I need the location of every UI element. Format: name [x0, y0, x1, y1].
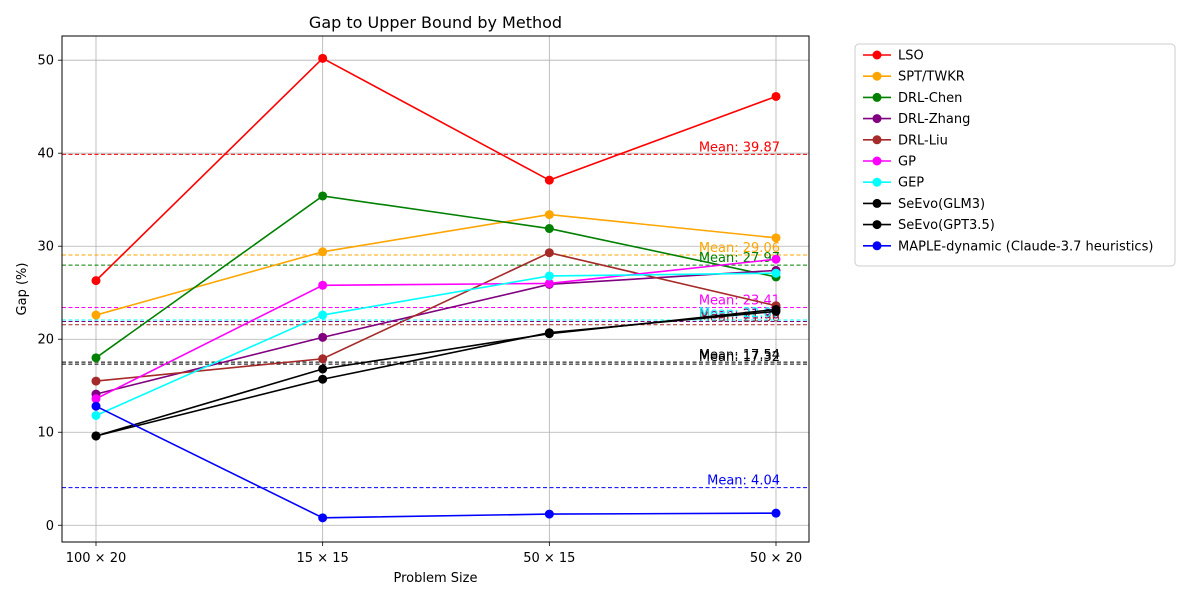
mean-label: Mean: 27.97 — [699, 251, 780, 266]
legend-label: DRL-Zhang — [898, 112, 970, 127]
data-point — [771, 233, 781, 243]
x-tick-label: 50 × 15 — [523, 551, 575, 566]
legend-swatch-marker — [872, 198, 882, 208]
data-point — [318, 513, 328, 523]
plot-frame — [61, 35, 810, 543]
legend-box — [854, 43, 1176, 267]
x-tick-label: 50 × 20 — [750, 551, 802, 566]
legend-label: SeEvo(GLM3) — [898, 197, 985, 212]
legend-swatch-marker — [872, 220, 882, 230]
mean-label: Mean: 23.41 — [699, 294, 780, 309]
y-tick-label: 10 — [37, 426, 54, 441]
data-point — [318, 191, 328, 201]
mean-label: Mean: 17.32 — [699, 350, 780, 365]
data-point — [544, 328, 554, 338]
grid — [62, 36, 809, 542]
data-point — [771, 268, 781, 278]
legend-swatch-marker — [872, 135, 882, 145]
series-line — [95, 195, 777, 359]
y-tick-label: 40 — [37, 147, 54, 162]
series-line — [95, 272, 777, 417]
legend-swatch-marker — [872, 156, 882, 166]
data-point — [318, 364, 328, 374]
series-line — [95, 258, 777, 400]
data-point — [544, 271, 554, 281]
legend-swatch-marker — [872, 50, 882, 60]
legend-label: GEP — [898, 176, 924, 191]
series-lines — [91, 53, 781, 523]
x-tick-label: 15 × 15 — [297, 551, 349, 566]
data-point — [318, 332, 328, 342]
series-line — [95, 308, 777, 437]
series-line — [95, 57, 777, 282]
data-point — [91, 353, 101, 363]
data-point — [91, 376, 101, 386]
data-point — [771, 508, 781, 518]
series-line — [95, 310, 777, 437]
data-point — [544, 509, 554, 519]
data-point — [544, 224, 554, 234]
series-line — [95, 269, 777, 395]
data-point — [771, 306, 781, 316]
data-point — [91, 401, 101, 411]
legend-label: DRL-Chen — [898, 91, 962, 106]
legend-label: MAPLE-dynamic (Claude-3.7 heuristics) — [898, 239, 1153, 254]
x-axis-label: Problem Size — [394, 571, 478, 586]
axes: 100 × 20 15 × 15 50 × 15 50 × 20 0 10 20 30 40 50 — [37, 54, 802, 566]
data-point — [318, 310, 328, 320]
legend-swatch-marker — [872, 177, 882, 187]
chart-title: Gap to Upper Bound by Method — [309, 13, 562, 32]
legend-label: GP — [898, 155, 916, 170]
data-point — [318, 374, 328, 384]
data-point — [318, 280, 328, 290]
y-tick-label: 0 — [46, 519, 54, 534]
y-tick-label: 20 — [37, 333, 54, 348]
legend: LSO SPT/TWKR DRL-Chen DRL-Zhang DRL-Liu GP GEP… — [854, 43, 1176, 267]
y-tick-label: 50 — [37, 54, 54, 69]
legend-label: DRL-Liu — [898, 133, 948, 148]
data-point — [771, 91, 781, 101]
data-point — [91, 276, 101, 286]
legend-label: SeEvo(GPT3.5) — [898, 218, 995, 233]
mean-label: Mean: 4.04 — [707, 474, 780, 489]
series-line — [95, 251, 777, 382]
data-point — [91, 411, 101, 420]
legend-swatch-marker — [872, 241, 882, 251]
legend-label: LSO — [898, 49, 924, 64]
legend-swatch-marker — [872, 92, 882, 102]
series-line — [95, 405, 777, 519]
legend-label: SPT/TWKR — [898, 70, 965, 85]
mean-label: Mean: 17.54 — [699, 348, 780, 363]
data-point — [91, 310, 101, 320]
mean-label: Mean: 39.87 — [699, 140, 780, 155]
data-point — [318, 53, 328, 63]
y-tick-label: 30 — [37, 240, 54, 255]
x-tick-label: 100 × 20 — [66, 551, 127, 566]
mean-label: Mean: 21.56 — [699, 311, 780, 326]
data-point — [91, 431, 101, 441]
y-axis-label: Gap (%) — [15, 263, 30, 316]
legend-swatch-marker — [872, 114, 882, 124]
legend-swatch-marker — [872, 71, 882, 81]
mean-label: Mean: 29.06 — [699, 241, 780, 256]
series-line — [95, 213, 777, 316]
data-point — [544, 278, 554, 288]
data-point — [318, 247, 328, 257]
data-point — [544, 175, 554, 185]
data-point — [91, 394, 101, 404]
data-point — [544, 210, 554, 220]
data-point — [318, 354, 328, 364]
data-point — [544, 248, 554, 258]
data-point — [771, 254, 781, 264]
